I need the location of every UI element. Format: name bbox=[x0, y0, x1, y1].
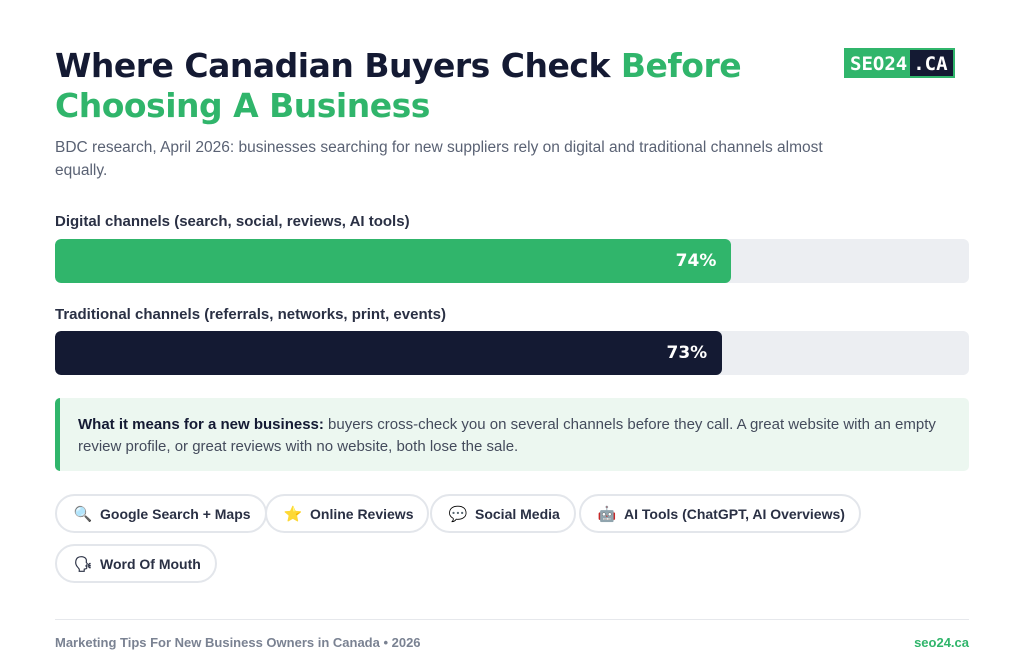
footer-site-link[interactable]: seo24.ca bbox=[914, 635, 969, 650]
robot-icon: 🤖 bbox=[597, 505, 617, 523]
logo-part2: .CA bbox=[910, 50, 953, 76]
chip-label: Online Reviews bbox=[310, 505, 414, 522]
bar-fill-digital: 74% bbox=[55, 239, 732, 283]
title-accent: Before Choosing A Business bbox=[55, 46, 742, 125]
chip-label: Social Media bbox=[475, 505, 560, 522]
logo-part1: SEO24 bbox=[846, 50, 911, 76]
chip-word-of-mouth[interactable]: 🗣 Word Of Mouth bbox=[55, 544, 217, 583]
speaking-head-icon: 🗣 bbox=[73, 555, 93, 573]
bar-label-traditional: Traditional channels (referrals, network… bbox=[55, 306, 446, 323]
page-subtitle: BDC research, April 2026: businesses sea… bbox=[55, 139, 823, 179]
speech-bubble-icon: 💬 bbox=[448, 505, 468, 523]
callout-text: buyers cross-check you on several channe… bbox=[78, 416, 936, 455]
page-title: Where Canadian Buyers Check Before Choos… bbox=[55, 46, 835, 126]
footer-divider bbox=[55, 619, 969, 620]
bar-track-traditional: 73% bbox=[55, 331, 969, 375]
chip-online-reviews[interactable]: ⭐ Online Reviews bbox=[265, 494, 430, 533]
bar-value-traditional: 73% bbox=[666, 343, 708, 363]
title-main: Where Canadian Buyers Check bbox=[55, 46, 621, 85]
star-icon: ⭐ bbox=[283, 505, 303, 523]
seo24-logo[interactable]: SEO24 .CA bbox=[844, 48, 955, 78]
chip-label: AI Tools (ChatGPT, AI Overviews) bbox=[624, 505, 845, 522]
bar-value-digital: 74% bbox=[675, 251, 717, 271]
insight-callout: What it means for a new business: buyers… bbox=[55, 398, 969, 471]
chip-label: Google Search + Maps bbox=[100, 505, 251, 522]
callout-bold: What it means for a new business: bbox=[78, 416, 324, 433]
chip-label: Word Of Mouth bbox=[100, 555, 201, 572]
chip-social-media[interactable]: 💬 Social Media bbox=[430, 494, 576, 533]
chip-google-search[interactable]: 🔍 Google Search + Maps bbox=[55, 494, 267, 533]
bar-label-digital: Digital channels (search, social, review… bbox=[55, 213, 410, 230]
bar-track-digital: 74% bbox=[55, 239, 969, 283]
chip-ai-tools[interactable]: 🤖 AI Tools (ChatGPT, AI Overviews) bbox=[579, 494, 861, 533]
bar-fill-traditional: 73% bbox=[55, 331, 723, 375]
footer-caption: Marketing Tips For New Business Owners i… bbox=[55, 635, 421, 650]
search-icon: 🔍 bbox=[73, 505, 93, 523]
